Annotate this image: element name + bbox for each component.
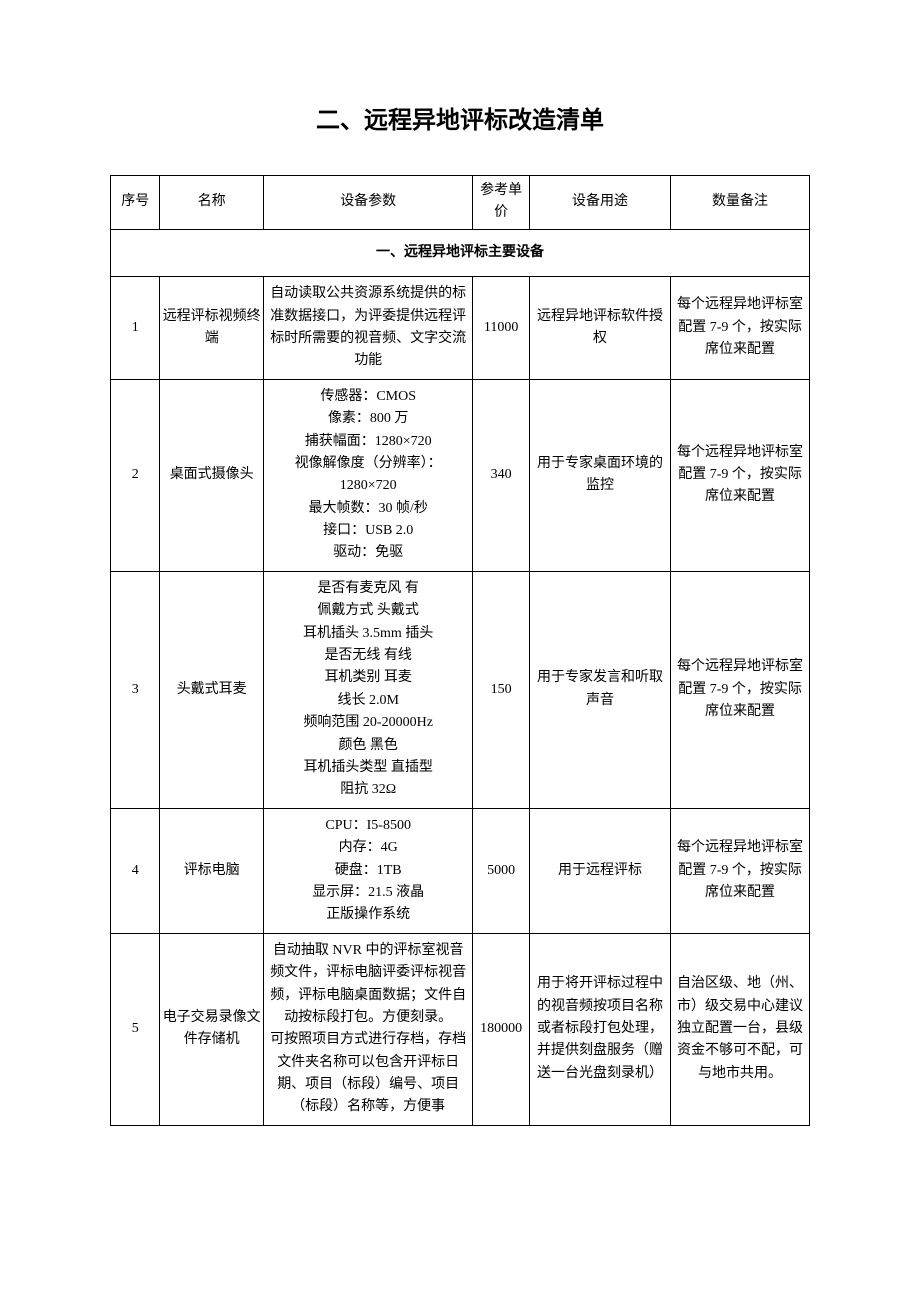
cell-spec: 传感器：CMOS 像素：800 万 捕获幅面：1280×720 视像解像度（分辨… <box>263 379 472 571</box>
cell-note: 每个远程异地评标室配置 7-9 个，按实际席位来配置 <box>671 808 810 933</box>
table-row: 3 头戴式耳麦 是否有麦克风 有 佩戴方式 头戴式 耳机插头 3.5mm 插头 … <box>111 571 810 808</box>
table-row: 4 评标电脑 CPU：I5-8500 内存：4G 硬盘：1TB 显示屏：21.5… <box>111 808 810 933</box>
cell-seq: 4 <box>111 808 160 933</box>
cell-note: 自治区级、地（州、市）级交易中心建议独立配置一台，县级资金不够可不配，可与地市共… <box>671 933 810 1125</box>
cell-name: 桌面式摄像头 <box>160 379 264 571</box>
cell-spec: 是否有麦克风 有 佩戴方式 头戴式 耳机插头 3.5mm 插头 是否无线 有线 … <box>263 571 472 808</box>
cell-price: 11000 <box>473 277 529 380</box>
cell-name: 电子交易录像文件存储机 <box>160 933 264 1125</box>
header-seq: 序号 <box>111 176 160 230</box>
cell-name: 远程评标视频终端 <box>160 277 264 380</box>
cell-price: 5000 <box>473 808 529 933</box>
cell-name: 评标电脑 <box>160 808 264 933</box>
header-use: 设备用途 <box>529 176 670 230</box>
cell-use: 远程异地评标软件授权 <box>529 277 670 380</box>
cell-seq: 1 <box>111 277 160 380</box>
cell-use: 用于将开评标过程中的视音频按项目名称或者标段打包处理，并提供刻盘服务（赠送一台光… <box>529 933 670 1125</box>
equipment-table: 序号 名称 设备参数 参考单价 设备用途 数量备注 一、远程异地评标主要设备 1… <box>110 175 810 1126</box>
cell-note: 每个远程异地评标室配置 7-9 个，按实际席位来配置 <box>671 379 810 571</box>
header-spec: 设备参数 <box>263 176 472 230</box>
header-price: 参考单价 <box>473 176 529 230</box>
cell-name: 头戴式耳麦 <box>160 571 264 808</box>
cell-spec: CPU：I5-8500 内存：4G 硬盘：1TB 显示屏：21.5 液晶 正版操… <box>263 808 472 933</box>
section-row: 一、远程异地评标主要设备 <box>111 229 810 276</box>
cell-seq: 2 <box>111 379 160 571</box>
cell-price: 180000 <box>473 933 529 1125</box>
cell-use: 用于专家发言和听取声音 <box>529 571 670 808</box>
header-name: 名称 <box>160 176 264 230</box>
table-row: 5 电子交易录像文件存储机 自动抽取 NVR 中的评标室视音频文件，评标电脑评委… <box>111 933 810 1125</box>
table-header-row: 序号 名称 设备参数 参考单价 设备用途 数量备注 <box>111 176 810 230</box>
cell-seq: 3 <box>111 571 160 808</box>
cell-spec: 自动抽取 NVR 中的评标室视音频文件，评标电脑评委评标视音频，评标电脑桌面数据… <box>263 933 472 1125</box>
cell-note: 每个远程异地评标室配置 7-9 个，按实际席位来配置 <box>671 277 810 380</box>
cell-use: 用于专家桌面环境的监控 <box>529 379 670 571</box>
cell-use: 用于远程评标 <box>529 808 670 933</box>
page-title: 二、远程异地评标改造清单 <box>110 100 810 135</box>
cell-price: 340 <box>473 379 529 571</box>
table-row: 2 桌面式摄像头 传感器：CMOS 像素：800 万 捕获幅面：1280×720… <box>111 379 810 571</box>
cell-price: 150 <box>473 571 529 808</box>
section-title: 一、远程异地评标主要设备 <box>111 229 810 276</box>
header-note: 数量备注 <box>671 176 810 230</box>
table-row: 1 远程评标视频终端 自动读取公共资源系统提供的标准数据接口，为评委提供远程评标… <box>111 277 810 380</box>
cell-seq: 5 <box>111 933 160 1125</box>
cell-note: 每个远程异地评标室配置 7-9 个，按实际席位来配置 <box>671 571 810 808</box>
cell-spec: 自动读取公共资源系统提供的标准数据接口，为评委提供远程评标时所需要的视音频、文字… <box>263 277 472 380</box>
